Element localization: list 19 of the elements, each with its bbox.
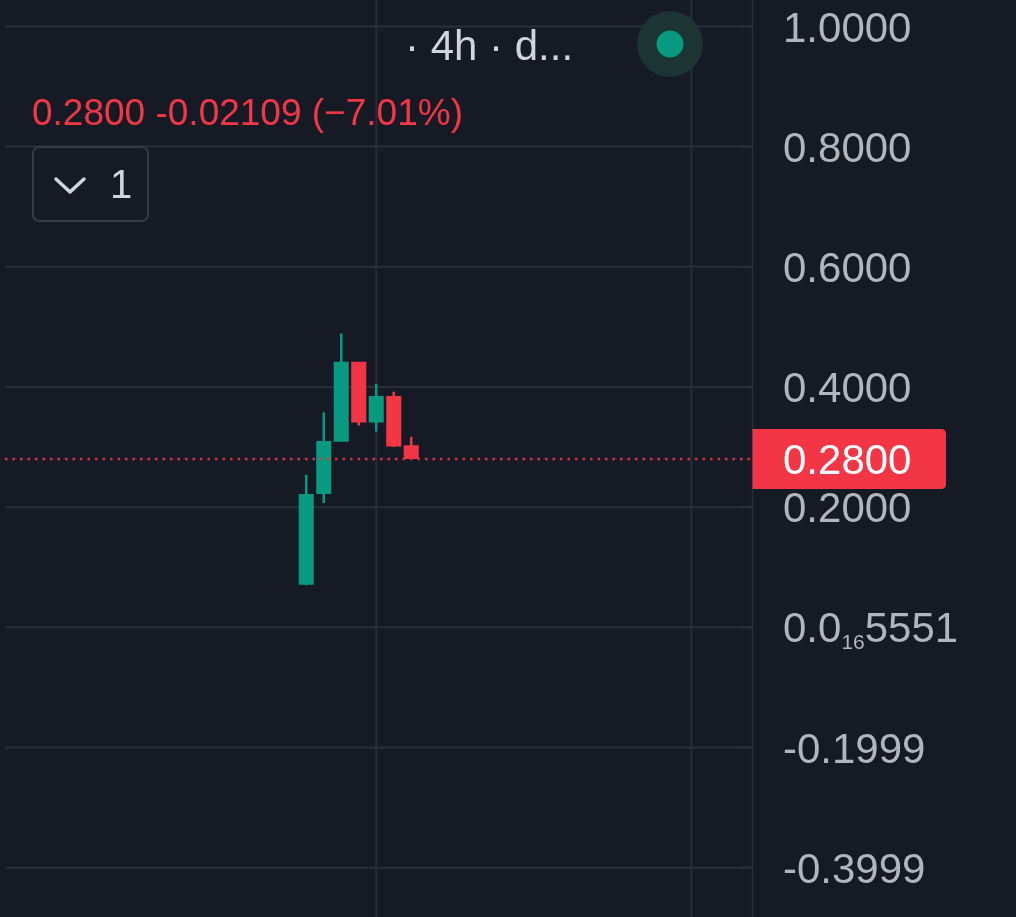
- annotation: 1: [110, 162, 133, 207]
- candlestick: [351, 361, 367, 426]
- text: 0.2800 -0.02109 (−7.01%): [32, 92, 463, 134]
- y-tick-label: 0.8000: [783, 123, 912, 171]
- y-tick-label: 0.6000: [783, 243, 912, 291]
- y-tick-label: 0.2000: [783, 484, 912, 532]
- candlestick: [386, 391, 402, 448]
- y-tick-label: 0.4000: [783, 364, 912, 412]
- y-tick-label: 1.0000: [783, 3, 912, 51]
- y-tick-label: -0.3999: [783, 844, 926, 892]
- ref-line-label: 0.2800: [783, 436, 912, 484]
- candlestick: [368, 383, 384, 432]
- candlestick: [333, 333, 349, 442]
- candlestick: [298, 474, 314, 586]
- text: · 4h · d...: [405, 22, 574, 70]
- y-tick-label: 0.0$_{16}$5551: [783, 604, 959, 654]
- collapse-button: 1: [32, 146, 149, 222]
- candlestick: [316, 412, 332, 503]
- y-tick-label: -0.1999: [783, 724, 926, 772]
